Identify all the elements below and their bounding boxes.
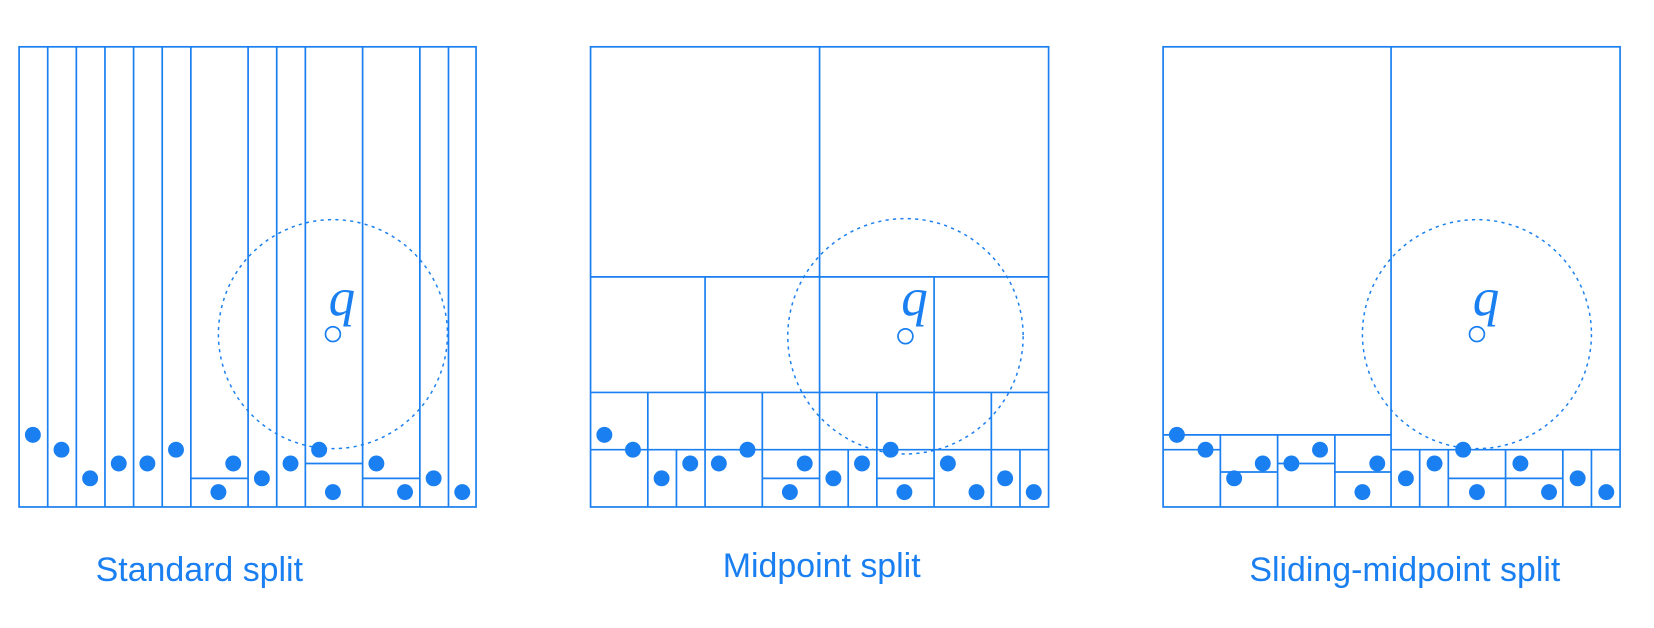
data-point bbox=[854, 455, 870, 472]
panel-border bbox=[1162, 45, 1621, 508]
data-point bbox=[1354, 484, 1371, 501]
data-point bbox=[710, 455, 727, 472]
data-point bbox=[397, 484, 413, 501]
data-point bbox=[225, 455, 242, 472]
data-point bbox=[1254, 455, 1271, 472]
data-point bbox=[53, 441, 70, 458]
data-point bbox=[939, 455, 956, 472]
data-point bbox=[168, 441, 184, 458]
caption: Midpoint split bbox=[723, 547, 921, 585]
data-point bbox=[596, 426, 613, 443]
data-point bbox=[253, 470, 270, 487]
data-point bbox=[324, 484, 341, 501]
query-point bbox=[1468, 325, 1486, 343]
data-point bbox=[1025, 484, 1042, 501]
data-point bbox=[968, 484, 985, 501]
panel-border bbox=[18, 45, 477, 508]
data-point bbox=[997, 470, 1014, 487]
data-point bbox=[368, 455, 385, 472]
data-point bbox=[311, 441, 328, 458]
caption: Sliding-midpoint split bbox=[1249, 551, 1561, 589]
query-point bbox=[324, 325, 342, 343]
data-point bbox=[454, 484, 471, 501]
data-point bbox=[796, 455, 813, 472]
panel-border bbox=[589, 45, 1050, 508]
query-label: q bbox=[329, 269, 356, 327]
data-point bbox=[1512, 455, 1529, 472]
data-point bbox=[1226, 470, 1243, 487]
data-point bbox=[210, 484, 227, 501]
data-point bbox=[139, 455, 156, 472]
data-point bbox=[282, 455, 299, 472]
data-point bbox=[825, 470, 842, 487]
data-point bbox=[82, 470, 99, 487]
query-label: q bbox=[1473, 269, 1499, 327]
data-point bbox=[1569, 470, 1586, 487]
data-point bbox=[1541, 484, 1557, 501]
data-point bbox=[896, 484, 913, 501]
data-point bbox=[1598, 484, 1615, 501]
query-label: q bbox=[901, 269, 928, 327]
data-point bbox=[1312, 441, 1328, 458]
data-point bbox=[781, 484, 798, 501]
search-radius bbox=[1361, 218, 1593, 450]
data-point bbox=[24, 426, 41, 443]
query-point bbox=[897, 327, 914, 345]
data-point bbox=[653, 470, 670, 487]
data-point bbox=[1397, 470, 1414, 487]
search-radius bbox=[787, 217, 1024, 455]
data-point bbox=[1369, 455, 1386, 472]
data-point bbox=[110, 455, 127, 472]
search-radius bbox=[217, 218, 449, 450]
data-point bbox=[1468, 484, 1485, 501]
data-point bbox=[425, 470, 442, 487]
caption: Standard split bbox=[96, 551, 304, 589]
data-point bbox=[682, 455, 699, 472]
data-point bbox=[1426, 455, 1443, 472]
